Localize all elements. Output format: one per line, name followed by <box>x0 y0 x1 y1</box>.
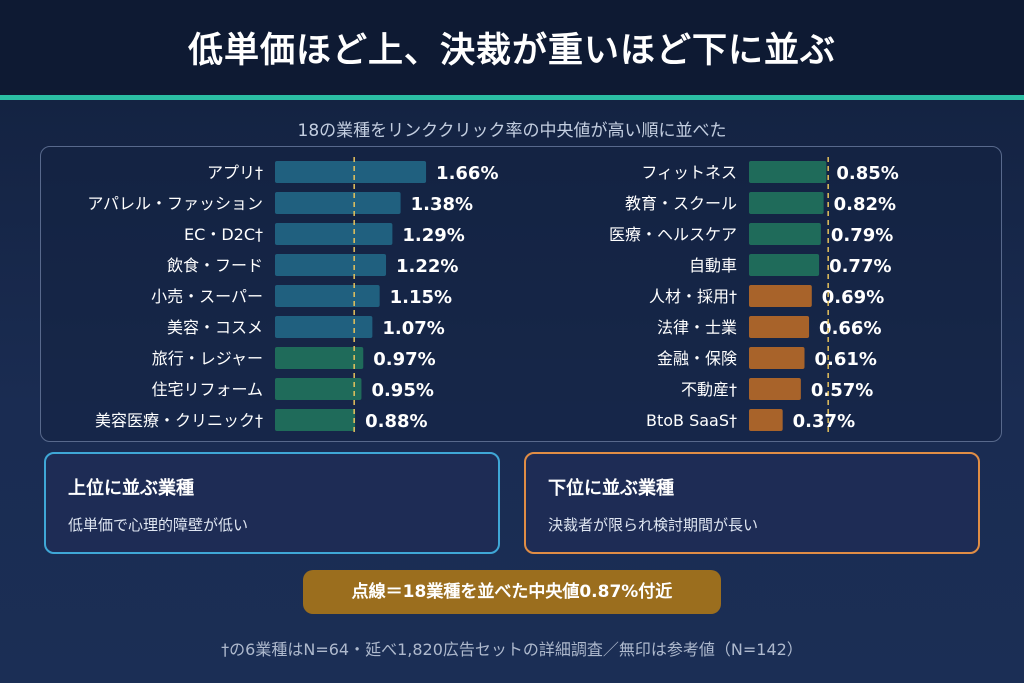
bar <box>749 223 821 245</box>
value-label: 0.85% <box>836 163 898 184</box>
value-label: 1.07% <box>382 318 444 339</box>
bar <box>275 409 356 431</box>
value-label: 0.88% <box>365 411 427 432</box>
value-label: 1.15% <box>390 287 452 308</box>
top-industries-box: 上位に並ぶ業種 低単価で心理的障壁が低い <box>44 452 500 554</box>
category-label: アプリ† <box>207 163 263 182</box>
median-note-badge: 点線＝18業種を並べた中央値0.87%付近 <box>303 570 721 614</box>
value-label: 0.37% <box>793 411 855 432</box>
bar <box>275 223 393 245</box>
category-label: 教育・スクール <box>625 194 737 213</box>
bar <box>749 161 827 183</box>
footnote: †の6業種はN=64・延べ1,820広告セットの詳細調査／無印は参考値（N=14… <box>221 640 803 659</box>
accent-divider <box>0 95 1024 100</box>
category-label: アパレル・ファッション <box>87 194 263 213</box>
category-label: 人材・採用† <box>649 287 737 306</box>
category-label: 美容医療・クリニック† <box>95 411 263 430</box>
bar <box>275 316 373 338</box>
value-label: 0.79% <box>831 225 893 246</box>
category-label: 自動車 <box>689 256 737 275</box>
value-label: 0.97% <box>373 349 435 370</box>
category-label: BtoB SaaS† <box>646 411 737 430</box>
value-label: 0.57% <box>811 380 873 401</box>
value-label: 0.61% <box>815 349 877 370</box>
value-label: 1.29% <box>402 225 464 246</box>
bar <box>749 285 812 307</box>
value-label: 1.38% <box>411 194 473 215</box>
top-industries-title: 上位に並ぶ業種 <box>68 478 194 499</box>
bar <box>749 316 810 338</box>
bar <box>275 161 427 183</box>
bar <box>749 254 820 276</box>
category-label: 飲食・フード <box>167 256 263 275</box>
bar <box>275 285 380 307</box>
value-label: 0.95% <box>371 380 433 401</box>
category-label: 医療・ヘルスケア <box>609 225 737 244</box>
value-label: 0.69% <box>822 287 884 308</box>
top-industries-description: 低単価で心理的障壁が低い <box>68 516 249 534</box>
category-label: 不動産† <box>681 380 737 399</box>
category-label: EC・D2C† <box>184 225 263 244</box>
value-label: 0.66% <box>819 318 881 339</box>
value-label: 1.66% <box>436 163 498 184</box>
bar-chart: アプリ† 1.66% アパレル・ファッション 1.38% EC・D2C† 1.29% 飲食・… <box>87 157 899 433</box>
value-label: 0.82% <box>834 194 896 215</box>
bar <box>749 378 801 400</box>
category-label: 小売・スーパー <box>151 287 263 306</box>
category-label: 法律・士業 <box>657 318 737 337</box>
category-label: 美容・コスメ <box>167 318 263 337</box>
bar <box>749 409 783 431</box>
chart-panel: アプリ† 1.66% アパレル・ファッション 1.38% EC・D2C† 1.29% 飲食・… <box>40 146 1002 442</box>
bar <box>275 192 401 214</box>
bottom-industries-description: 決裁者が限られ検討期間が長い <box>548 516 759 534</box>
category-label: 旅行・レジャー <box>152 349 263 368</box>
bar <box>749 192 824 214</box>
bar <box>275 254 387 276</box>
bottom-industries-title: 下位に並ぶ業種 <box>548 478 674 499</box>
bottom-industries-box: 下位に並ぶ業種 決裁者が限られ検討期間が長い <box>524 452 980 554</box>
chart-subtitle: 18の業種をリンククリック率の中央値が高い順に並べた <box>297 121 727 141</box>
category-label: フィットネス <box>641 163 737 182</box>
bar <box>275 347 364 369</box>
header-bar <box>0 0 1024 95</box>
value-label: 0.77% <box>829 256 891 277</box>
page-title: 低単価ほど上、決裁が重いほど下に並ぶ <box>187 31 836 71</box>
value-label: 1.22% <box>396 256 458 277</box>
category-label: 金融・保険 <box>657 349 737 368</box>
category-label: 住宅リフォーム <box>151 380 263 399</box>
bar <box>275 378 362 400</box>
bar <box>749 347 805 369</box>
